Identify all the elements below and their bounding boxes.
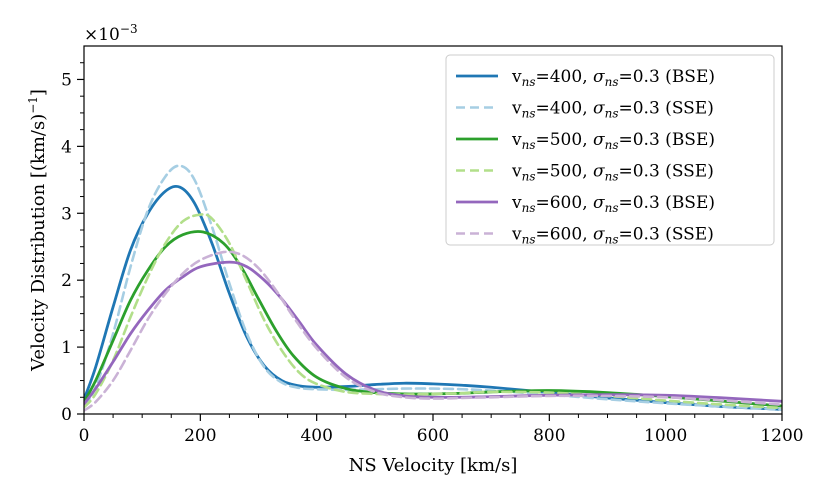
y-tick-label: 5 <box>61 70 72 90</box>
legend-label-5: vns=600, σns=0.3 (SSE) <box>511 225 714 247</box>
x-tick-label: 1000 <box>644 426 687 446</box>
y-tick-label: 4 <box>61 137 72 157</box>
series-lines <box>84 164 782 412</box>
x-axis-ticks: 0 200 400 600 800 1000 1200 <box>79 414 804 446</box>
series-line-2 <box>84 230 782 408</box>
y-tick-label: 0 <box>61 405 72 425</box>
y-axis-label: Velocity Distribution [(km/s)−1] <box>26 89 49 372</box>
legend-label-0: vns=400, σns=0.3 (BSE) <box>511 67 715 89</box>
series-line-5 <box>84 250 782 412</box>
series-line-3 <box>84 213 782 410</box>
x-tick-label: 1200 <box>760 426 803 446</box>
legend-label-1: vns=400, σns=0.3 (SSE) <box>511 99 714 121</box>
y-tick-label: 1 <box>61 338 72 358</box>
x-tick-label: 400 <box>300 426 332 446</box>
legend-label-4: vns=600, σns=0.3 (BSE) <box>511 193 715 215</box>
y-axis-multiplier: ×10−3 <box>84 22 138 45</box>
y-tick-label: 3 <box>61 204 72 224</box>
x-tick-label: 600 <box>417 426 449 446</box>
x-tick-label: 0 <box>79 426 90 446</box>
y-tick-label: 2 <box>61 271 72 291</box>
y-axis-ticks: 0 1 2 3 4 5 <box>61 62 84 425</box>
legend-label-2: vns=500, σns=0.3 (BSE) <box>511 130 715 152</box>
x-tick-label: 200 <box>184 426 216 446</box>
legend-box <box>445 54 775 246</box>
legend: vns=400, σns=0.3 (BSE) vns=400, σns=0.3 (… <box>445 54 775 247</box>
x-tick-label: 800 <box>533 426 565 446</box>
x-axis-label: NS Velocity [km/s] <box>349 455 518 476</box>
legend-label-3: vns=500, σns=0.3 (SSE) <box>511 162 714 184</box>
